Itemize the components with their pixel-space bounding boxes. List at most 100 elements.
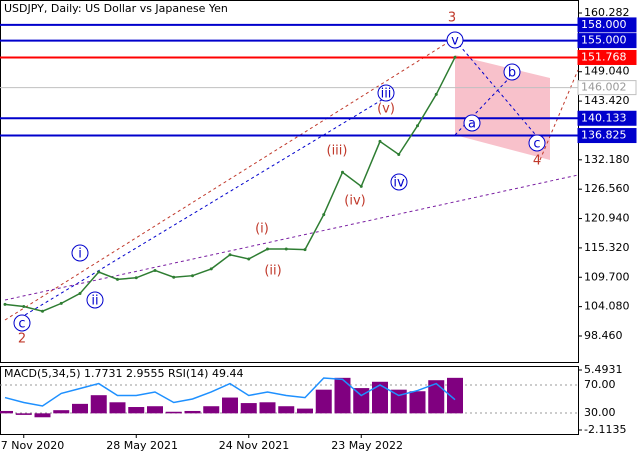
macd-bar: [353, 388, 370, 414]
macd-bar: [372, 381, 388, 414]
price-panel: [0, 0, 579, 363]
y-tick-label: 132.180: [584, 153, 630, 166]
wave-label: (ii): [264, 264, 281, 279]
indicator-panel: [0, 366, 579, 435]
trend-line: [4, 174, 579, 301]
macd-bar: [390, 389, 407, 414]
macd-bar: [222, 397, 238, 414]
price-point: [172, 275, 176, 279]
wave-label: (iv): [344, 194, 365, 209]
y2-tick-label: 30.00: [584, 406, 616, 419]
wave-label: iii: [381, 87, 392, 102]
trend-line: [454, 39, 541, 141]
price-point: [453, 55, 457, 59]
price-point: [341, 170, 344, 174]
trend-line: [19, 94, 391, 319]
macd-bar: [278, 406, 295, 414]
macd-bar: [297, 408, 313, 414]
level-label: 140.133: [581, 111, 627, 124]
indicator-title: MACD(5,34,5) 1.7731 2.9555 RSI(14) 49.44: [4, 367, 243, 380]
macd-bar: [15, 413, 32, 415]
y-tick-label: 5.4931: [584, 363, 623, 376]
price-point: [116, 277, 119, 281]
wave-label: 3: [448, 11, 456, 26]
forecast-zone: [455, 55, 550, 160]
trend-line: [539, 69, 579, 161]
x-tick-label: 24 Nov 2021: [219, 439, 289, 452]
macd-bar: [34, 413, 51, 418]
macd-bar: [315, 389, 332, 414]
wave-label: (v): [377, 102, 395, 117]
price-point: [397, 152, 401, 156]
level-box: [577, 17, 637, 33]
macd-bar: [165, 411, 182, 414]
y-tick-label: 143.420: [584, 94, 630, 107]
price-point: [247, 257, 251, 261]
price-point: [22, 305, 26, 309]
wave-circle: [71, 244, 89, 262]
price-point: [134, 276, 138, 280]
wave-circle: [446, 31, 464, 49]
level-label: 146.002: [581, 81, 627, 94]
wave-label: (iii): [327, 144, 348, 159]
macd-bar: [240, 403, 257, 414]
price-point: [78, 291, 82, 295]
wave-label: v: [451, 34, 459, 49]
level-label: 155.000: [581, 34, 627, 47]
price-point: [322, 213, 326, 217]
wave-circle: [528, 134, 546, 152]
price-point: [378, 139, 382, 143]
macd-bar: [428, 380, 445, 414]
wave-label: a: [468, 117, 476, 132]
level-box: [577, 110, 637, 126]
y-tick-label: -2.1135: [584, 423, 626, 436]
price-point: [97, 270, 101, 274]
level-box: [577, 80, 637, 96]
macd-bar: [409, 391, 426, 414]
price-point: [191, 274, 194, 278]
wave-label: i: [78, 247, 82, 262]
macd-bar: [447, 377, 463, 414]
macd-bar: [72, 403, 88, 414]
trend-line: [4, 37, 456, 321]
wave-circle: [390, 173, 408, 191]
wave-circle: [13, 314, 31, 332]
price-point: [416, 124, 419, 128]
price-point: [228, 253, 232, 257]
level-box: [577, 128, 637, 144]
price-point: [59, 301, 63, 305]
y-tick-label: 126.560: [584, 182, 630, 195]
macd-bar: [184, 410, 201, 414]
y-tick-label: 115.320: [584, 241, 630, 254]
macd-bar: [147, 406, 163, 414]
y-tick-label: 160.282: [584, 6, 630, 19]
wave-label: 4: [533, 154, 541, 169]
price-point: [153, 268, 157, 272]
macd-bar: [259, 402, 276, 414]
wave-circle: [377, 84, 395, 102]
price-point: [209, 267, 213, 271]
price-point: [266, 247, 269, 251]
price-point: [303, 248, 307, 252]
wave-label: b: [508, 66, 516, 81]
wave-label: c: [18, 317, 25, 332]
wave-circle: [86, 291, 104, 309]
y-tick-label: 109.700: [584, 270, 630, 283]
wave-circle: [503, 63, 521, 81]
price-point: [434, 92, 438, 96]
x-tick-label: 23 May 2022: [331, 439, 403, 452]
x-tick-label: 28 May 2021: [106, 439, 178, 452]
price-point: [359, 184, 363, 188]
price-point: [41, 309, 44, 313]
wave-label: ii: [91, 294, 98, 309]
wave-label: (i): [255, 222, 269, 237]
y-tick-label: 98.460: [584, 329, 623, 342]
y-tick-label: 149.040: [584, 65, 630, 78]
wave-label: iv: [393, 176, 405, 191]
x-tick-label: 27 Nov 2020: [0, 439, 64, 452]
wave-circle: [463, 114, 481, 132]
level-box: [577, 49, 637, 65]
macd-bar: [0, 410, 13, 414]
